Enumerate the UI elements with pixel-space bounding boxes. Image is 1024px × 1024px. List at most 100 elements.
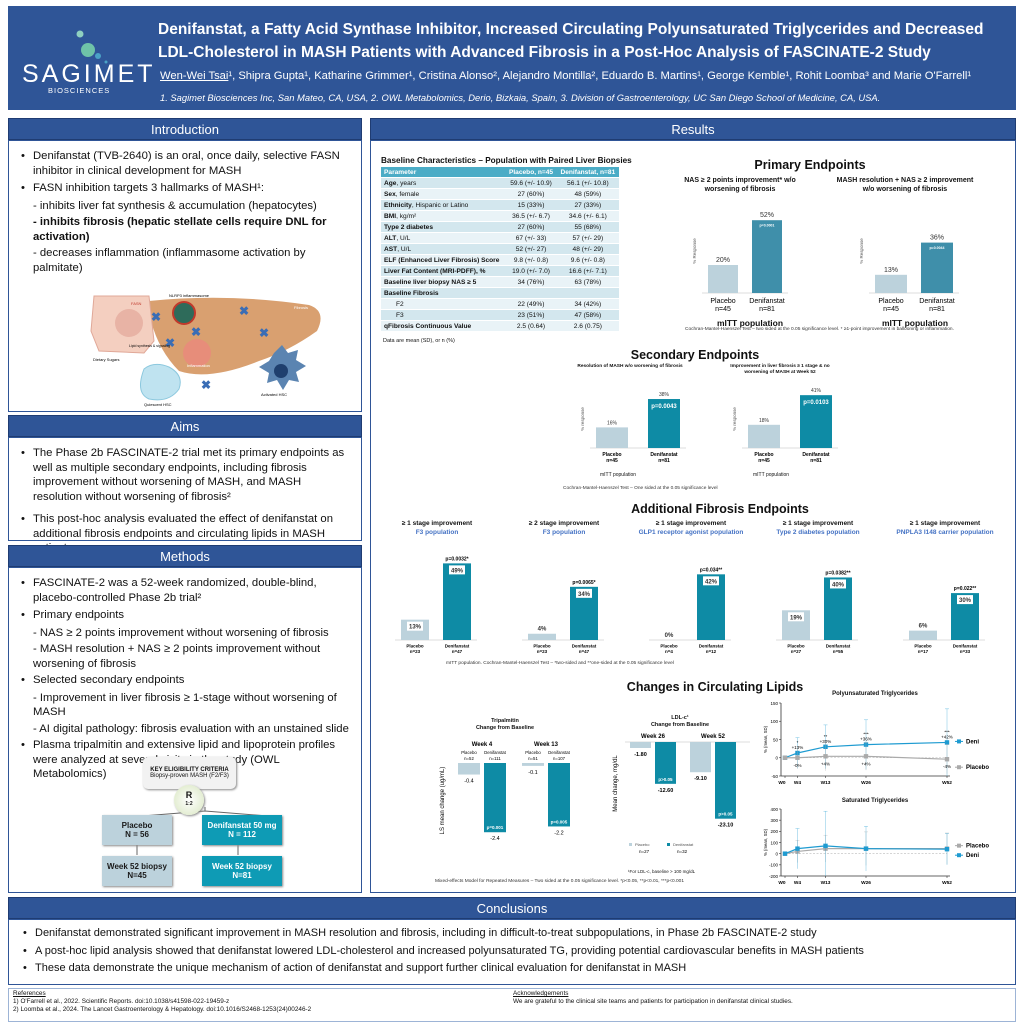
placebo-arm: Placebo xyxy=(121,821,153,830)
placebo-cell: 2.5 (0.64) xyxy=(505,320,557,332)
param-cell: BMI, kg/m² xyxy=(381,210,506,222)
reference-2: 2) Loomba et al., 2024. The Lancet Gastr… xyxy=(13,1006,312,1013)
data-label: 42% xyxy=(705,579,718,585)
param-cell: ELF (Enhanced Liver Fibrosis) Score xyxy=(381,254,506,266)
category-label: Denifanstat xyxy=(699,644,724,649)
ldl-title-text: LDL-c¹ xyxy=(671,715,689,721)
param-name: AST xyxy=(384,245,398,253)
category-label: Placebo xyxy=(461,750,477,755)
data-label-bg xyxy=(449,565,465,575)
legend-label: Denifanstat xyxy=(673,842,694,847)
deni-arm: Denifanstat 50 mg xyxy=(207,821,277,830)
n-label: n=45 xyxy=(883,306,899,313)
data-label: -1.80 xyxy=(634,752,647,758)
bar-placebo xyxy=(708,265,738,293)
param-cell: ALT, U/L xyxy=(381,232,506,244)
placebo-biopsy-n: N=45 xyxy=(127,871,147,880)
param-name: Type 2 diabetes xyxy=(384,223,433,231)
n-label: n=52 xyxy=(464,756,474,761)
reference-1: 1) O'Farrell et al., 2022. Scientific Re… xyxy=(13,998,230,1005)
n-label: n=51 xyxy=(528,756,538,761)
param-name: qFibrosis Continuous Value xyxy=(384,322,472,330)
chart-title: ≥ 1 stage improvement xyxy=(401,520,473,527)
legend-swatch xyxy=(629,843,632,846)
aims-heading: Aims xyxy=(8,415,362,437)
n-label: n=23 xyxy=(537,649,548,654)
presenting-author: Wen-Wei Tsai xyxy=(160,70,229,82)
placebo-cell: 19.0 (+/- 7.0) xyxy=(505,265,557,277)
data-label-bg xyxy=(957,595,973,605)
p-value: p=0.001 xyxy=(487,825,504,830)
conclusions-heading: Conclusions xyxy=(8,897,1016,919)
param-cell: Sex, female xyxy=(381,188,506,200)
bar-placebo xyxy=(875,274,907,293)
data-label: -0.1 xyxy=(528,770,537,776)
bar-placebo xyxy=(748,424,780,448)
n-label: n=81 xyxy=(810,458,822,464)
p-value: p=0.0044 xyxy=(930,246,945,250)
additional-chart-title: ≥ 1 stage improvement F3 population xyxy=(378,520,496,537)
chart-title: ≥ 1 stage improvement xyxy=(655,520,727,527)
intro-bullet: FASN inhibition targets 3 hallmarks of M… xyxy=(19,181,351,196)
data-label: 19% xyxy=(790,615,803,621)
category-label: Placebo xyxy=(754,452,773,458)
secondary2-population: mITT population xyxy=(753,472,790,478)
legend-label: Placebo xyxy=(966,844,989,850)
x-tick-label: W26 xyxy=(861,880,871,886)
deni-biopsy-box: Week 52 biopsy N=81 xyxy=(202,856,282,886)
ldl-subtitle: Change from Baseline xyxy=(650,722,710,728)
param-name: Sex xyxy=(384,190,396,198)
placebo-cell: 67 (+/- 33) xyxy=(505,232,557,244)
secondary-endpoints-title: Secondary Endpoints xyxy=(630,348,760,362)
criteria-sub: Biopsy-proven MASH (F2/F3) xyxy=(150,773,229,779)
svg-text:✖: ✖ xyxy=(191,325,201,339)
bar-placebo xyxy=(690,742,711,773)
category-label: Placebo xyxy=(878,298,903,305)
secondary2-title: Improvement in liver fibrosis ≥ 1 stage … xyxy=(730,364,830,375)
table-row: ALT, U/L 67 (+/- 33) 57 (+/- 29) xyxy=(381,232,619,244)
secondary1-title: Resolution of MASH w/o worsening of fibr… xyxy=(577,364,683,369)
legend-marker xyxy=(957,765,961,770)
category-label: Placebo xyxy=(533,644,551,649)
param-name: Baseline Fibrosis xyxy=(384,289,439,297)
data-label: 38% xyxy=(659,392,670,398)
poster-title: Denifanstat, a Fatty Acid Synthase Inhib… xyxy=(158,18,1008,64)
data-label: 20% xyxy=(716,257,730,264)
methods-sub: - MASH resolution + NAS ≥ 2 points impro… xyxy=(33,643,321,670)
p-value: p=0.034** xyxy=(700,567,722,573)
data-label-bg xyxy=(534,623,550,633)
param-unit: , Hispanic or Latino xyxy=(411,201,469,209)
bar-denifanstat xyxy=(548,763,570,827)
legend-label: Placebo xyxy=(966,765,989,771)
data-label-bg xyxy=(703,576,719,586)
x-tick-label: W52 xyxy=(942,880,952,886)
placebo-cell: 9.8 (+/- 0.8) xyxy=(505,254,557,266)
randomization-circle: R 1:2 xyxy=(174,785,204,815)
authors: Wen-Wei Tsai¹, Shipra Gupta¹, Katharine … xyxy=(160,70,971,82)
bar-denifanstat xyxy=(648,399,680,448)
data-point-placebo xyxy=(863,754,869,759)
param-unit: , kg/m² xyxy=(396,212,417,220)
n-label: n=47 xyxy=(579,649,590,654)
methods-bullet: Primary endpoints xyxy=(19,608,351,623)
data-point-placebo xyxy=(944,757,950,762)
aims-bullet: The Phase 2b FASCINATE-2 trial met its p… xyxy=(19,446,351,504)
category-label: Placebo xyxy=(660,644,678,649)
significance-stars: *** xyxy=(863,732,869,737)
deni-biopsy-n: N=81 xyxy=(232,871,252,880)
data-label: 34% xyxy=(578,592,591,598)
data-label: 41% xyxy=(811,388,822,394)
baseline-table-title: Baseline Characteristics – Population wi… xyxy=(381,156,632,165)
data-label: 52% xyxy=(760,212,774,219)
chart-title: ≥ 2 stage improvement xyxy=(528,520,600,527)
y-tick-label: -50 xyxy=(771,774,778,779)
data-label: 13% xyxy=(884,267,898,274)
data-label: 6% xyxy=(919,624,928,630)
param-cell: F3 xyxy=(381,309,506,321)
satg-chart: -200 -100 0 100 200 300 400 W0 W4 W13 W26 W52 % (mea… xyxy=(763,807,989,886)
p-value: p=0.0382** xyxy=(825,570,850,576)
denifanstat-cell: 48 (+/- 29) xyxy=(556,243,619,255)
param-cell: AST, U/L xyxy=(381,243,506,255)
